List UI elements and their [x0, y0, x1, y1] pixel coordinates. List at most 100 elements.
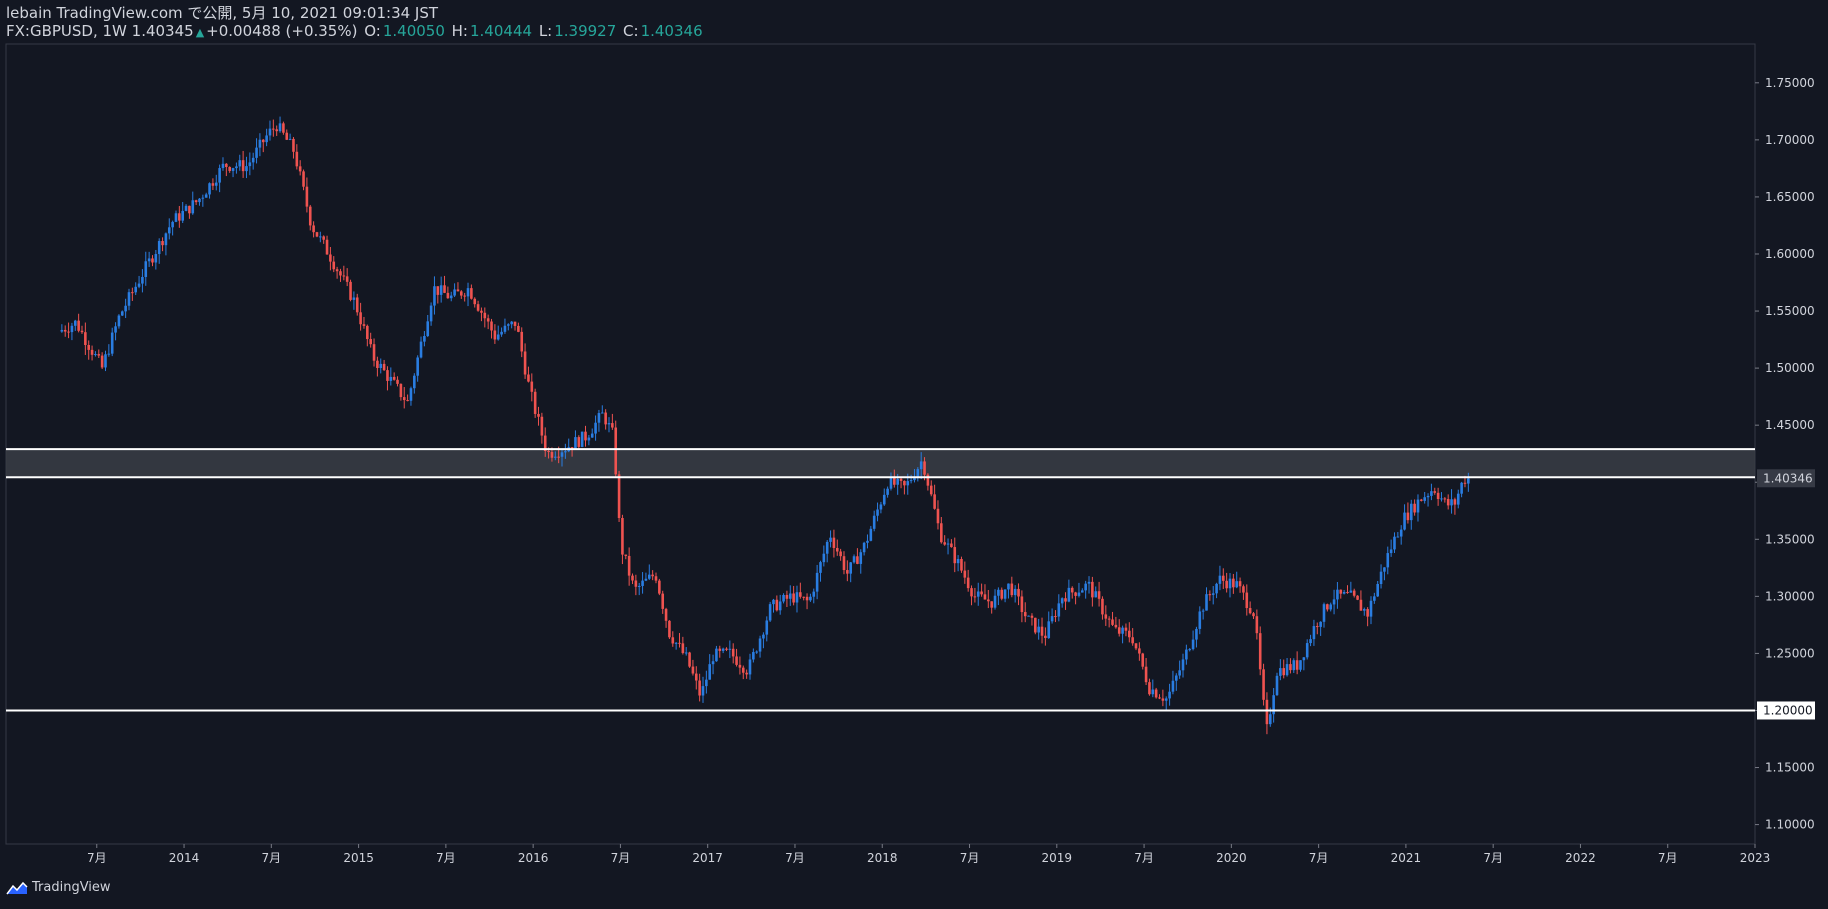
candle-body — [893, 477, 896, 485]
candle-body — [876, 509, 879, 516]
candle-body — [1151, 689, 1155, 695]
candle — [322, 235, 325, 244]
candle — [856, 548, 859, 565]
candle — [805, 593, 809, 610]
candle-body — [1047, 621, 1051, 639]
candle — [208, 182, 211, 199]
candle-body — [1148, 682, 1151, 695]
candle — [513, 321, 517, 331]
candle-body — [1383, 567, 1386, 572]
candle — [134, 282, 138, 296]
candle-body — [352, 297, 356, 300]
candle — [174, 210, 178, 223]
candle — [255, 138, 258, 164]
tradingview-logo-icon — [6, 881, 28, 894]
candle-body — [919, 461, 923, 470]
candle — [889, 472, 893, 491]
candle — [866, 534, 869, 549]
candle-body — [174, 213, 178, 222]
candle-body — [1389, 549, 1393, 554]
candle-body — [1117, 627, 1121, 634]
candle-body — [872, 515, 876, 529]
candle — [1258, 626, 1262, 676]
candle-body — [929, 485, 933, 495]
candle — [1161, 689, 1165, 707]
candle — [90, 345, 94, 361]
candle-body — [577, 437, 581, 447]
current-price-tag[interactable] — [1757, 469, 1815, 488]
candle-body — [896, 478, 899, 485]
candle-body — [117, 315, 121, 327]
candle-body — [376, 360, 379, 368]
candle — [1164, 696, 1168, 711]
candle-body — [1339, 589, 1343, 594]
candle-body — [1040, 626, 1044, 636]
candle-body — [882, 494, 886, 505]
candle-body — [1034, 617, 1037, 633]
candle-body — [214, 182, 218, 186]
horizontal-lines[interactable] — [6, 448, 1755, 712]
price-axis[interactable]: 1.75000 1.70000 1.65000 1.60000 1.55000 1.500… — [1755, 76, 1815, 832]
candle — [1131, 628, 1134, 646]
candle-body — [886, 488, 889, 495]
candle — [701, 676, 705, 703]
x-tick-label: 7月 — [785, 851, 805, 865]
candle — [1305, 639, 1309, 660]
candle — [634, 574, 638, 596]
candle-body — [369, 339, 372, 345]
candle-body — [255, 147, 258, 158]
candle — [929, 480, 933, 497]
candle-body — [110, 332, 114, 354]
candle — [490, 318, 493, 339]
candle — [312, 221, 315, 238]
resistance-zone[interactable] — [6, 449, 1755, 478]
candle-body — [1138, 648, 1141, 654]
candle — [151, 255, 154, 267]
candle-body — [406, 400, 409, 402]
candle — [1228, 573, 1232, 598]
candle-body — [1379, 571, 1383, 584]
candle-body — [671, 637, 675, 644]
candle-body — [661, 593, 665, 609]
high-label: H: — [451, 22, 468, 40]
candle — [1094, 586, 1098, 598]
y-tick-label: 1.50000 — [1765, 361, 1815, 375]
candle-body — [319, 236, 322, 238]
candle — [1047, 611, 1051, 639]
candle — [1329, 602, 1333, 612]
candle — [523, 343, 527, 379]
candle-body — [1346, 592, 1349, 594]
candle — [181, 202, 184, 224]
candle-body — [1443, 498, 1447, 500]
candle-body — [1272, 695, 1275, 715]
candle — [470, 284, 473, 300]
candle-body — [399, 383, 403, 398]
candle-body — [1456, 493, 1460, 505]
candle — [540, 412, 544, 444]
candle-body — [879, 504, 883, 510]
candle-body — [1268, 714, 1272, 725]
candle-body — [1386, 553, 1390, 568]
candle — [1128, 622, 1131, 643]
candle-body — [171, 221, 174, 228]
candle-body — [862, 542, 866, 553]
candle-body — [564, 451, 567, 453]
candle-body — [681, 643, 685, 654]
candle-body — [584, 431, 587, 441]
candle-body — [1111, 619, 1114, 625]
candle-body — [1373, 596, 1376, 601]
candle — [1423, 491, 1426, 504]
candle — [114, 322, 117, 341]
candle-body — [1215, 583, 1218, 594]
candle-body — [476, 304, 480, 311]
support-price-tag[interactable] — [1757, 701, 1815, 720]
candle-body — [1141, 653, 1145, 667]
candle-body — [345, 276, 349, 282]
time-axis[interactable]: 7月 2014 7月 2015 7月 2016 7月 2017 7月 2018 7月 2019 7月 20… — [87, 844, 1770, 865]
candle-body — [731, 648, 735, 657]
candle — [758, 635, 762, 658]
candle-body — [184, 205, 188, 211]
candle-body — [60, 329, 64, 332]
resistance-zone-fill[interactable] — [6, 449, 1755, 478]
